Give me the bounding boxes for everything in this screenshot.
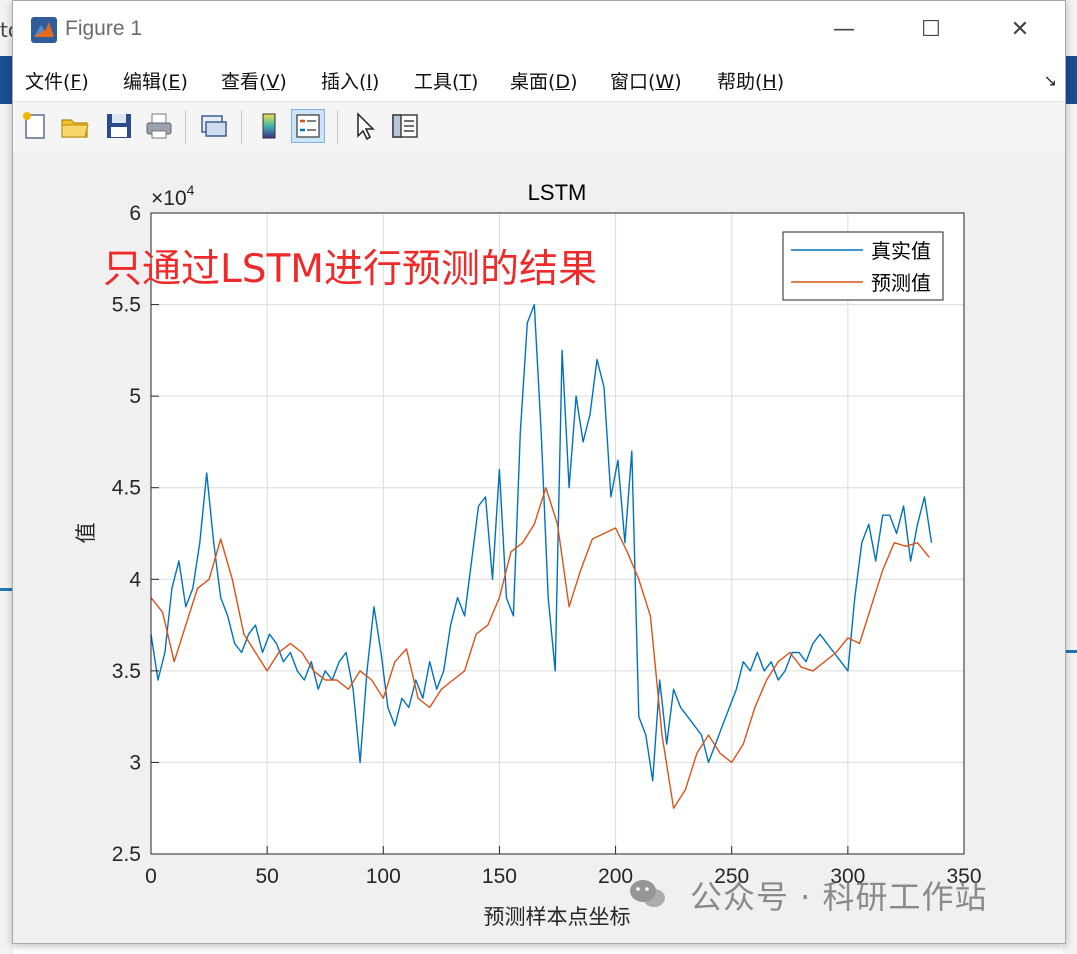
menu-bar: 文件(F) 编辑(E) 查看(V) 插入(I) 工具(T) 桌面(D) 窗口(W…: [13, 59, 1065, 101]
matlab-logo-icon: [31, 17, 57, 43]
figure-canvas[interactable]: 0 50 100 150 200 250 300 350 2.5 3 3.5 4 4.5 5 5.5 6 LS…: [13, 152, 1065, 943]
save-icon[interactable]: [103, 110, 135, 142]
y-tick-label: 6: [129, 202, 141, 225]
chart-title: LSTM: [528, 180, 587, 205]
dock-arrow-icon[interactable]: ↘: [1043, 71, 1057, 90]
legend[interactable]: 真实值 预测值: [782, 231, 944, 301]
menu-file[interactable]: 文件(F): [25, 71, 89, 93]
window-title: Figure 1: [65, 17, 143, 40]
x-tick-label: 100: [366, 865, 401, 888]
toolbar-separator: [337, 110, 338, 144]
x-tick-label: 300: [830, 865, 865, 888]
watermark-text: 公众号 · 科研工作站: [690, 878, 988, 916]
x-tick-label: 50: [255, 865, 278, 888]
legend-label-real: 真实值: [871, 239, 931, 263]
open-icon[interactable]: [59, 110, 91, 142]
y-tick-label: 3.5: [112, 660, 141, 683]
menu-insert[interactable]: 插入(I): [321, 71, 380, 93]
axes-box: [150, 212, 965, 855]
y-tick-label: 4: [129, 568, 141, 591]
x-tick-label: 200: [598, 865, 633, 888]
colorbar-icon[interactable]: [253, 110, 285, 142]
property-inspector-icon[interactable]: [389, 110, 421, 142]
y-exponent-label: ×104: [151, 182, 195, 210]
series-lines: [150, 303, 933, 809]
x-tick-label: 150: [482, 865, 517, 888]
series-line-predicted[interactable]: [150, 487, 930, 809]
menu-view[interactable]: 查看(V): [221, 71, 287, 93]
y-tick-label: 5: [129, 385, 141, 408]
close-button[interactable]: ✕: [1010, 17, 1030, 42]
line-chart[interactable]: 0 50 100 150 200 250 300 350 2.5 3 3.5 4 4.5 5 5.5 6 LS…: [13, 152, 1065, 943]
desktop-background-line: [1063, 650, 1077, 653]
menu-help[interactable]: 帮助(H): [717, 71, 785, 93]
y-tick-label: 3: [129, 751, 141, 774]
toolbar-separator: [185, 110, 186, 144]
toolbar-separator: [241, 110, 242, 144]
link-plot-icon[interactable]: [197, 110, 229, 142]
menu-tools[interactable]: 工具(T): [414, 71, 479, 93]
minimize-button[interactable]: —: [833, 17, 855, 42]
y-tick-label: 4.5: [112, 477, 141, 500]
menu-window[interactable]: 窗口(W): [610, 71, 682, 93]
legend-box: [782, 231, 944, 301]
wechat-icon: [630, 880, 665, 907]
desktop-background-line: [0, 588, 14, 591]
y-tick-label: 2.5: [112, 843, 141, 866]
legend-icon[interactable]: [291, 109, 325, 143]
print-icon[interactable]: [143, 110, 175, 142]
x-tick-label: 250: [714, 865, 749, 888]
new-figure-icon[interactable]: [19, 110, 51, 142]
menu-desktop[interactable]: 桌面(D): [510, 71, 578, 93]
title-bar[interactable]: Figure 1 — ☐ ✕: [13, 1, 1065, 59]
desktop-background-right: [1063, 0, 1077, 954]
figure-window: Figure 1 — ☐ ✕ 文件(F) 编辑(E) 查看(V) 插入(I) 工…: [12, 0, 1066, 944]
axis-ticks: 0 50 100 150 200 250 300 350 2.5 3 3.5 4 4.5 5 5.5 6: [112, 202, 982, 888]
legend-label-pred: 预测值: [871, 271, 931, 295]
menu-edit[interactable]: 编辑(E): [123, 71, 188, 93]
y-tick-label: 5.5: [112, 294, 141, 317]
toolbar: [13, 101, 1065, 153]
x-tick-label: 0: [145, 865, 157, 888]
series-line-real[interactable]: [150, 303, 933, 782]
x-axis-label: 预测样本点坐标: [484, 905, 631, 929]
y-axis-label: 值: [74, 523, 98, 544]
desktop-background-left: [0, 0, 14, 954]
x-tick-label: 350: [946, 865, 981, 888]
annotation-text: 只通过LSTM进行预测的结果: [103, 247, 597, 292]
pointer-icon[interactable]: [349, 110, 381, 142]
maximize-button[interactable]: ☐: [921, 17, 941, 42]
